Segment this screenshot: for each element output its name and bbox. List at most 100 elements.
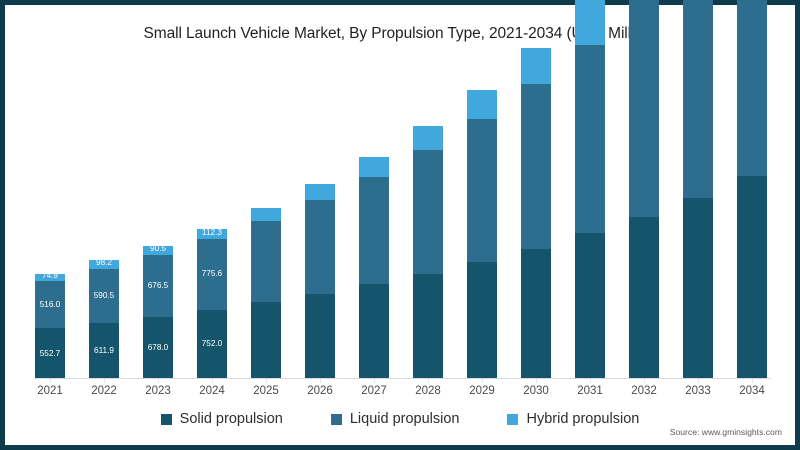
x-axis-label-2032: 2032 [631,385,657,397]
bar-value-label: 112.3 [202,227,222,237]
bar-column: 98.2 590.5 611.9 [77,67,131,379]
bar-segment-solid [629,216,659,379]
bar-segment-solid: 752.0 [197,310,227,379]
bar-segment-solid [359,284,389,379]
bar-column [401,67,455,379]
bar-value-label: 678.0 [147,342,169,352]
axis-tick [509,379,563,383]
x-axis-label-2024: 2024 [199,385,225,397]
stacked-bar [629,0,659,379]
bar-column [617,0,671,379]
bar-segment-solid [575,233,605,379]
bar-segment-solid [521,248,551,379]
stacked-bar: 112.3 775.6 752.0 [197,227,227,379]
legend-swatch-icon [160,413,172,425]
bar-segment-solid [467,261,497,379]
bar-segment-hybrid [359,157,389,177]
x-axis-label-2029: 2029 [469,385,495,397]
x-axis-label-2028: 2028 [415,385,441,397]
x-axis-label-2023: 2023 [145,385,171,397]
bar-column: 112.3 775.6 752.0 [185,67,239,379]
axis-tick [725,379,779,383]
bar-column [563,0,617,379]
x-axis-labels: 2021 2022 2023 2024 2025 2026 2027 2028 2029 2030… [23,385,779,397]
bar-value-label: 516.0 [39,299,61,309]
stacked-bar: 74.9 516.0 552.7 [35,271,65,379]
bar-segment-liquid [521,84,551,249]
axis-tick [347,379,401,383]
bar-segment-solid: 678.0 [143,316,173,379]
legend-swatch-icon [507,413,519,425]
axis-tick [455,379,509,383]
axis-tick [185,379,239,383]
legend-item[interactable]: Solid propulsion [160,411,283,427]
chart-title: Small Launch Vehicle Market, By Propulsi… [143,25,657,42]
bar-segment-liquid [575,44,605,234]
legend-item[interactable]: Hybrid propulsion [507,411,639,427]
axis-tick [563,379,617,383]
legend-item[interactable]: Liquid propulsion [330,411,460,427]
bar-column [347,67,401,379]
bar-segment-liquid: 516.0 [35,280,65,329]
plot-area: 74.9 516.0 552.7 98.2 590.5 611.9 90.5 676.5 678… [23,0,779,383]
bar-value-label: 752.0 [201,339,223,349]
bar-segment-solid [305,293,335,379]
bar-value-label: 676.5 [147,280,169,290]
bar-column [509,47,563,379]
x-axis-label-2027: 2027 [361,385,387,397]
bar-segment-hybrid: 98.2 [89,258,119,269]
bar-column [455,67,509,379]
legend-label: Hybrid propulsion [526,411,640,427]
stacked-bar: 98.2 590.5 611.9 [89,258,119,379]
bar-column: 74.9 516.0 552.7 [23,67,77,379]
bar-value-label: 590.5 [93,290,115,300]
chart-canvas: Small Launch Vehicle Market, By Propulsi… [5,0,795,445]
bar-segment-solid: 552.7 [35,328,65,379]
bar-segment-liquid [359,176,389,285]
bar-segment-liquid: 676.5 [143,254,173,317]
bar-value-label: 611.9 [94,345,114,355]
bar-segment-hybrid: 112.3 [197,227,227,239]
bar-segment-liquid [683,0,713,198]
axis-tick [293,379,347,383]
bar-column [293,67,347,379]
bar-value-label: 90.5 [150,244,166,254]
stacked-bar: 90.5 676.5 678.0 [143,244,173,379]
legend-label: Solid propulsion [179,411,283,427]
bar-segment-liquid: 775.6 [197,238,227,310]
bar-group: 74.9 516.0 552.7 98.2 590.5 611.9 90.5 676.5 678… [23,0,779,379]
stacked-bar [575,0,605,379]
legend-label: Liquid propulsion [349,411,460,427]
axis-tick [401,379,455,383]
axis-tick [23,379,77,383]
x-axis-label-2026: 2026 [307,385,333,397]
axis-tick [617,379,671,383]
stacked-bar [305,184,335,379]
x-axis-ticks [23,379,779,383]
bar-segment-liquid [305,200,335,294]
bar-segment-liquid [413,149,443,274]
x-axis-label-2022: 2022 [91,385,117,397]
x-axis-label-2031: 2031 [577,385,603,397]
bar-value-label: 74.9 [42,271,58,281]
chart-legend: Solid propulsion Liquid propulsion Hybrid … [5,411,795,427]
bar-column [725,0,779,379]
x-axis-label-2021: 2021 [37,385,63,397]
bar-segment-liquid [251,220,281,303]
stacked-bar [737,0,767,379]
bar-value-label: 775.6 [201,269,223,279]
bar-column: 90.5 676.5 678.0 [131,67,185,379]
bar-segment-hybrid [251,207,281,221]
bar-segment-hybrid: 74.9 [35,271,65,281]
x-axis-label-2030: 2030 [523,385,549,397]
bar-segment-hybrid [521,47,551,85]
bar-segment-solid [683,197,713,379]
x-axis-label-2025: 2025 [253,385,279,397]
axis-tick [671,379,725,383]
stacked-bar [683,0,713,379]
axis-tick [77,379,131,383]
axis-tick [239,379,293,383]
bar-segment-hybrid [305,184,335,201]
stacked-bar [467,89,497,379]
